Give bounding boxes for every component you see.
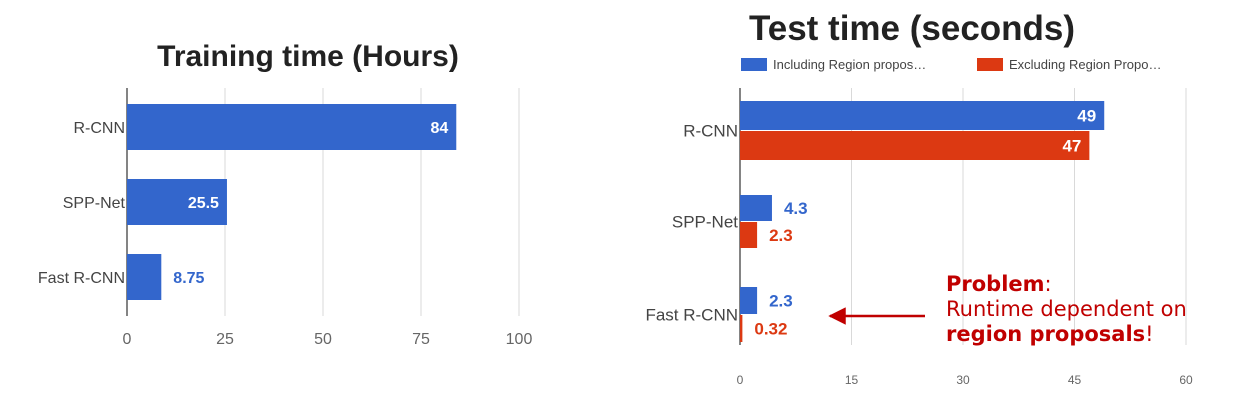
category-label: Fast R-CNN xyxy=(38,270,125,287)
x-tick-label: 25 xyxy=(216,331,234,348)
category-label: SPP-Net xyxy=(63,195,126,212)
category-labels: R-CNN SPP-Net Fast R-CNN xyxy=(38,120,126,287)
annotation-colon: : xyxy=(1044,272,1052,296)
legend: Including Region propos… Excluding Regio… xyxy=(741,57,1161,72)
x-tick-label: 0 xyxy=(737,373,744,387)
chart-title: Training time (Hours) xyxy=(157,40,459,73)
data-label: 25.5 xyxy=(188,195,219,212)
annotation-line-1: Problem: xyxy=(946,272,1231,297)
category-labels: R-CNN SPP-Net Fast R-CNN xyxy=(645,122,738,325)
data-label: 84 xyxy=(430,120,448,137)
category-label: R-CNN xyxy=(683,122,738,141)
annotation-line-3: region proposals! xyxy=(946,322,1231,347)
chart-title: Test time (seconds) xyxy=(749,9,1075,48)
bars xyxy=(740,101,1105,342)
category-label: Fast R-CNN xyxy=(645,306,738,325)
bar xyxy=(127,254,162,300)
data-labels: 84 25.5 8.75 xyxy=(173,120,448,287)
annotation-bold-phrase: region proposals xyxy=(946,322,1146,346)
data-label: 4.3 xyxy=(784,199,808,218)
category-label: SPP-Net xyxy=(672,213,738,232)
bar xyxy=(740,101,1105,130)
bar xyxy=(127,179,227,225)
x-tick-labels: 0 15 30 45 60 xyxy=(737,373,1193,387)
bar xyxy=(740,315,743,342)
x-tick-label: 0 xyxy=(123,331,132,348)
bar xyxy=(740,287,758,314)
problem-annotation: Problem: Runtime dependent on region pro… xyxy=(946,272,1231,347)
annotation-line-2: Runtime dependent on xyxy=(946,297,1187,321)
bar xyxy=(740,131,1090,160)
x-tick-label: 30 xyxy=(956,373,970,387)
x-tick-label: 60 xyxy=(1179,373,1193,387)
data-label: 2.3 xyxy=(769,226,793,245)
annotation-problem-word: Problem xyxy=(946,272,1045,296)
legend-label-excluding: Excluding Region Propo… xyxy=(1009,57,1161,72)
legend-swatch-excluding xyxy=(977,58,1003,71)
x-tick-label: 100 xyxy=(506,331,533,348)
x-tick-labels: 0 25 50 75 100 xyxy=(123,331,533,348)
x-tick-label: 15 xyxy=(845,373,859,387)
data-label: 0.32 xyxy=(754,320,787,339)
bars xyxy=(127,104,457,300)
data-label: 8.75 xyxy=(173,270,204,287)
test-time-chart: Test time (seconds) Including Region pro… xyxy=(645,9,1193,387)
data-labels: 49 47 4.3 2.3 2.3 0.32 xyxy=(754,107,1096,339)
category-label: R-CNN xyxy=(73,120,125,137)
x-tick-label: 45 xyxy=(1068,373,1082,387)
training-time-chart: Training time (Hours) R-CNN SPP-Net Fast R… xyxy=(38,40,533,348)
annotation-tail: ! xyxy=(1145,322,1154,346)
bar xyxy=(127,104,457,150)
data-label: 49 xyxy=(1077,107,1096,126)
data-label: 2.3 xyxy=(769,292,793,311)
x-tick-label: 50 xyxy=(314,331,332,348)
bar xyxy=(740,222,758,248)
legend-swatch-including xyxy=(741,58,767,71)
x-tick-label: 75 xyxy=(412,331,430,348)
bar xyxy=(740,195,772,221)
data-label: 47 xyxy=(1062,137,1081,156)
legend-label-including: Including Region propos… xyxy=(773,57,926,72)
